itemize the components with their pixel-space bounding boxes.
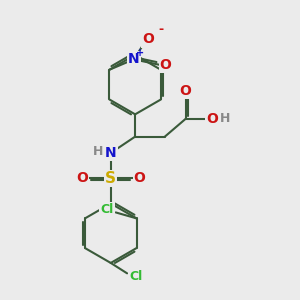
Text: H: H xyxy=(220,112,230,125)
Text: Cl: Cl xyxy=(129,270,143,283)
Text: O: O xyxy=(134,171,146,185)
Text: O: O xyxy=(206,112,218,126)
Text: O: O xyxy=(142,32,154,46)
Text: H: H xyxy=(93,145,104,158)
Text: O: O xyxy=(76,171,88,185)
Text: +: + xyxy=(136,48,144,58)
Text: O: O xyxy=(180,84,192,98)
Text: -: - xyxy=(158,23,163,36)
Text: S: S xyxy=(105,171,116,186)
Text: N: N xyxy=(105,146,117,160)
Text: O: O xyxy=(160,58,172,72)
Text: Cl: Cl xyxy=(100,203,113,216)
Text: N: N xyxy=(128,52,140,66)
